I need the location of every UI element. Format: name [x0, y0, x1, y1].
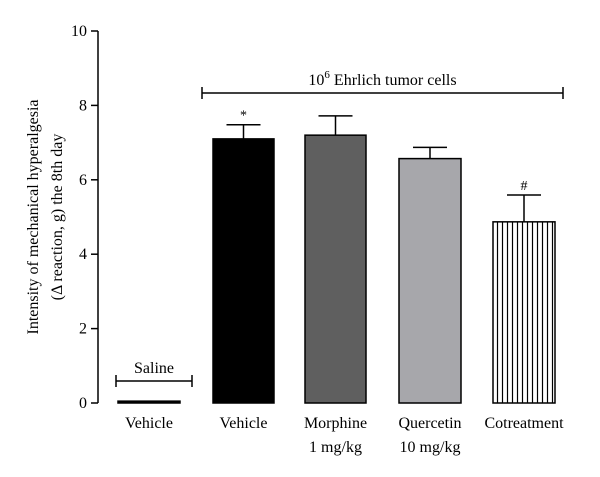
x-category-label: 1 mg/kg	[309, 439, 362, 456]
bar	[304, 134, 367, 404]
x-category-label: Quercetin	[398, 415, 461, 432]
bar	[398, 157, 462, 404]
y-tick-label: 4	[79, 246, 87, 263]
y-axis-label-line: (Δ reaction, g) the 8th day	[49, 134, 66, 301]
y-axis-label-line: Intensity of mechanical hyperalgesia	[25, 99, 42, 334]
group-annotations: Saline 106 Ehrlich tumor cells	[115, 69, 564, 387]
y-tick-label: 6	[79, 172, 87, 189]
significance-marker: #	[521, 179, 528, 194]
x-category-label: Morphine	[304, 415, 367, 432]
y-tick-label: 0	[79, 395, 87, 412]
y-axis: 0 2 4 6 8 10	[71, 23, 99, 412]
x-category-label: 10 mg/kg	[400, 439, 461, 456]
bar	[492, 221, 556, 404]
group-label: 106 Ehrlich tumor cells	[308, 69, 456, 89]
x-category-label: Cotreatment	[484, 415, 564, 432]
x-axis-labels: Vehicle Vehicle Morphine 1 mg/kg Quercetin 10…	[125, 415, 564, 456]
group-label-prefix: 10	[308, 72, 324, 89]
x-category-label: Vehicle	[125, 415, 173, 432]
y-tick-label: 8	[79, 97, 87, 114]
y-tick-label: 10	[71, 23, 87, 40]
y-axis-label: Intensity of mechanical hyperalgesia (Δ r…	[25, 99, 66, 334]
y-tick-label: 2	[79, 321, 87, 338]
significance-marker: *	[240, 109, 247, 124]
group-label-superscript: 6	[324, 69, 330, 81]
group-label: Saline	[134, 360, 174, 377]
bar	[117, 400, 181, 404]
x-category-label: Vehicle	[220, 415, 268, 432]
group-label-text: Ehrlich tumor cells	[330, 72, 457, 89]
bar	[212, 138, 275, 404]
bars: *#	[117, 109, 556, 404]
